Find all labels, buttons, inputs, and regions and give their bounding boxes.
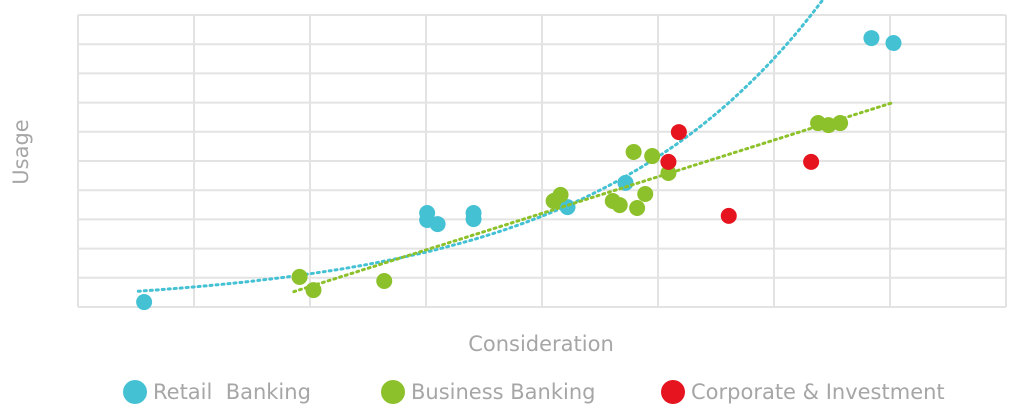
- data-point: [465, 211, 482, 228]
- data-point: [136, 294, 153, 311]
- data-point: [429, 216, 446, 233]
- data-point: [863, 30, 880, 47]
- data-point: [832, 115, 849, 132]
- data-point: [629, 200, 646, 217]
- data-point: [644, 148, 661, 165]
- data-point: [625, 143, 642, 160]
- data-point: [611, 197, 628, 214]
- data-point: [670, 124, 687, 141]
- data-point: [559, 199, 576, 216]
- legend-label: Corporate & Investment: [691, 380, 945, 404]
- data-point: [637, 185, 654, 202]
- data-point: [885, 35, 902, 52]
- legend-label: Retail Banking: [153, 380, 311, 404]
- data-point: [545, 193, 562, 210]
- trendline: [136, 0, 825, 293]
- y-axis-title: Usage: [9, 119, 33, 184]
- legend-marker: [661, 380, 685, 404]
- data-point: [720, 207, 737, 224]
- data-point: [803, 153, 820, 170]
- trendline: [292, 101, 894, 294]
- legend-marker: [123, 380, 147, 404]
- legend-label: Business Banking: [411, 380, 596, 404]
- data-point: [660, 153, 677, 170]
- data-point: [660, 164, 677, 181]
- legend-marker: [381, 380, 405, 404]
- data-point: [291, 268, 308, 285]
- x-axis-title: Consideration: [468, 332, 614, 356]
- data-point: [376, 273, 393, 290]
- data-point: [305, 282, 322, 299]
